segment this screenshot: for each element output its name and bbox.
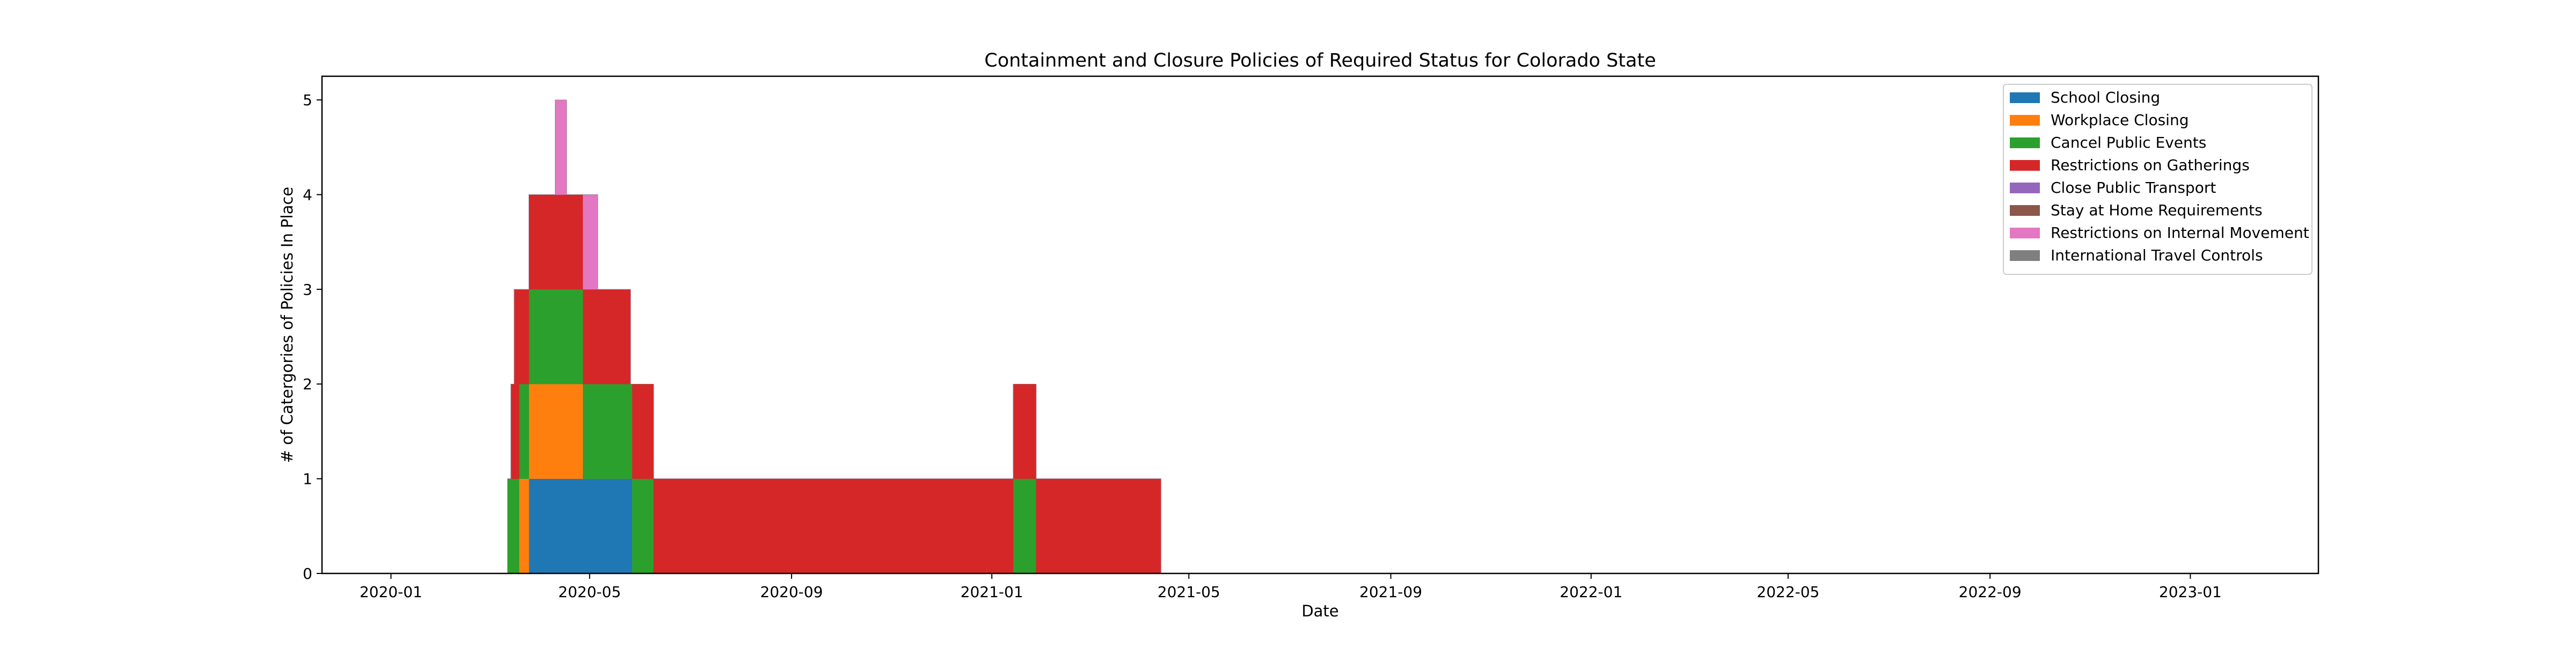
x-tick-label: 2021-01 [961,583,1023,601]
legend-swatch-cancel-public-events [2010,137,2040,148]
y-tick-label: 4 [303,186,312,203]
x-axis: 2020-01 2020-05 2020-09 2021-01 2021-05 2021-… [360,573,2222,601]
x-tick-label: 2022-01 [1560,583,1622,601]
y-tick-label: 3 [303,281,312,299]
y-tick-label: 5 [303,91,312,109]
legend-swatch-workplace-closing [2010,115,2040,126]
x-tick-label: 2021-05 [1158,583,1220,601]
legend-frame [2003,84,2312,275]
legend-label-close-public-transport: Close Public Transport [2051,179,2216,197]
y-axis-label: # of Catergories of Policies In Place [278,187,296,463]
legend-label-workplace-closing: Workplace Closing [2051,111,2189,129]
chart-title: Containment and Closure Policies of Requ… [984,50,1656,71]
x-axis-label: Date [1301,602,1338,620]
x-tick-label: 2023-01 [2159,583,2222,601]
legend-label-restrictions-on-gatherings: Restrictions on Gatherings [2051,156,2250,174]
legend-swatch-school-closing [2010,92,2040,103]
legend-swatch-stay-at-home-requirements [2010,205,2040,216]
x-tick-label: 2020-09 [760,583,823,601]
y-tick-label: 1 [303,470,312,488]
x-tick-label: 2022-09 [1959,583,2022,601]
x-tick-label: 2022-05 [1757,583,1819,601]
x-tick-label: 2020-01 [360,583,422,601]
legend-swatch-restrictions-on-internal-movement [2010,228,2040,238]
y-axis: 0 1 2 3 4 5 [303,91,322,583]
legend-swatch-close-public-transport [2010,183,2040,193]
legend-swatch-international-travel-controls [2010,250,2040,261]
legend-label-cancel-public-events: Cancel Public Events [2051,134,2206,151]
legend: School Closing Workplace Closing Cancel Pu… [2003,84,2312,275]
legend-label-restrictions-on-internal-movement: Restrictions on Internal Movement [2051,224,2309,242]
legend-swatch-restrictions-on-gatherings [2010,160,2040,171]
x-tick-label: 2021-09 [1359,583,1422,601]
y-tick-label: 0 [303,565,312,583]
legend-label-school-closing: School Closing [2051,89,2160,106]
legend-label-international-travel-controls: International Travel Controls [2051,246,2263,264]
area-international-travel-controls [507,99,2318,574]
y-tick-label: 2 [303,375,312,393]
plot-frame [321,75,2319,575]
x-tick-label: 2020-05 [558,583,621,601]
legend-label-stay-at-home-requirements: Stay at Home Requirements [2051,201,2263,219]
